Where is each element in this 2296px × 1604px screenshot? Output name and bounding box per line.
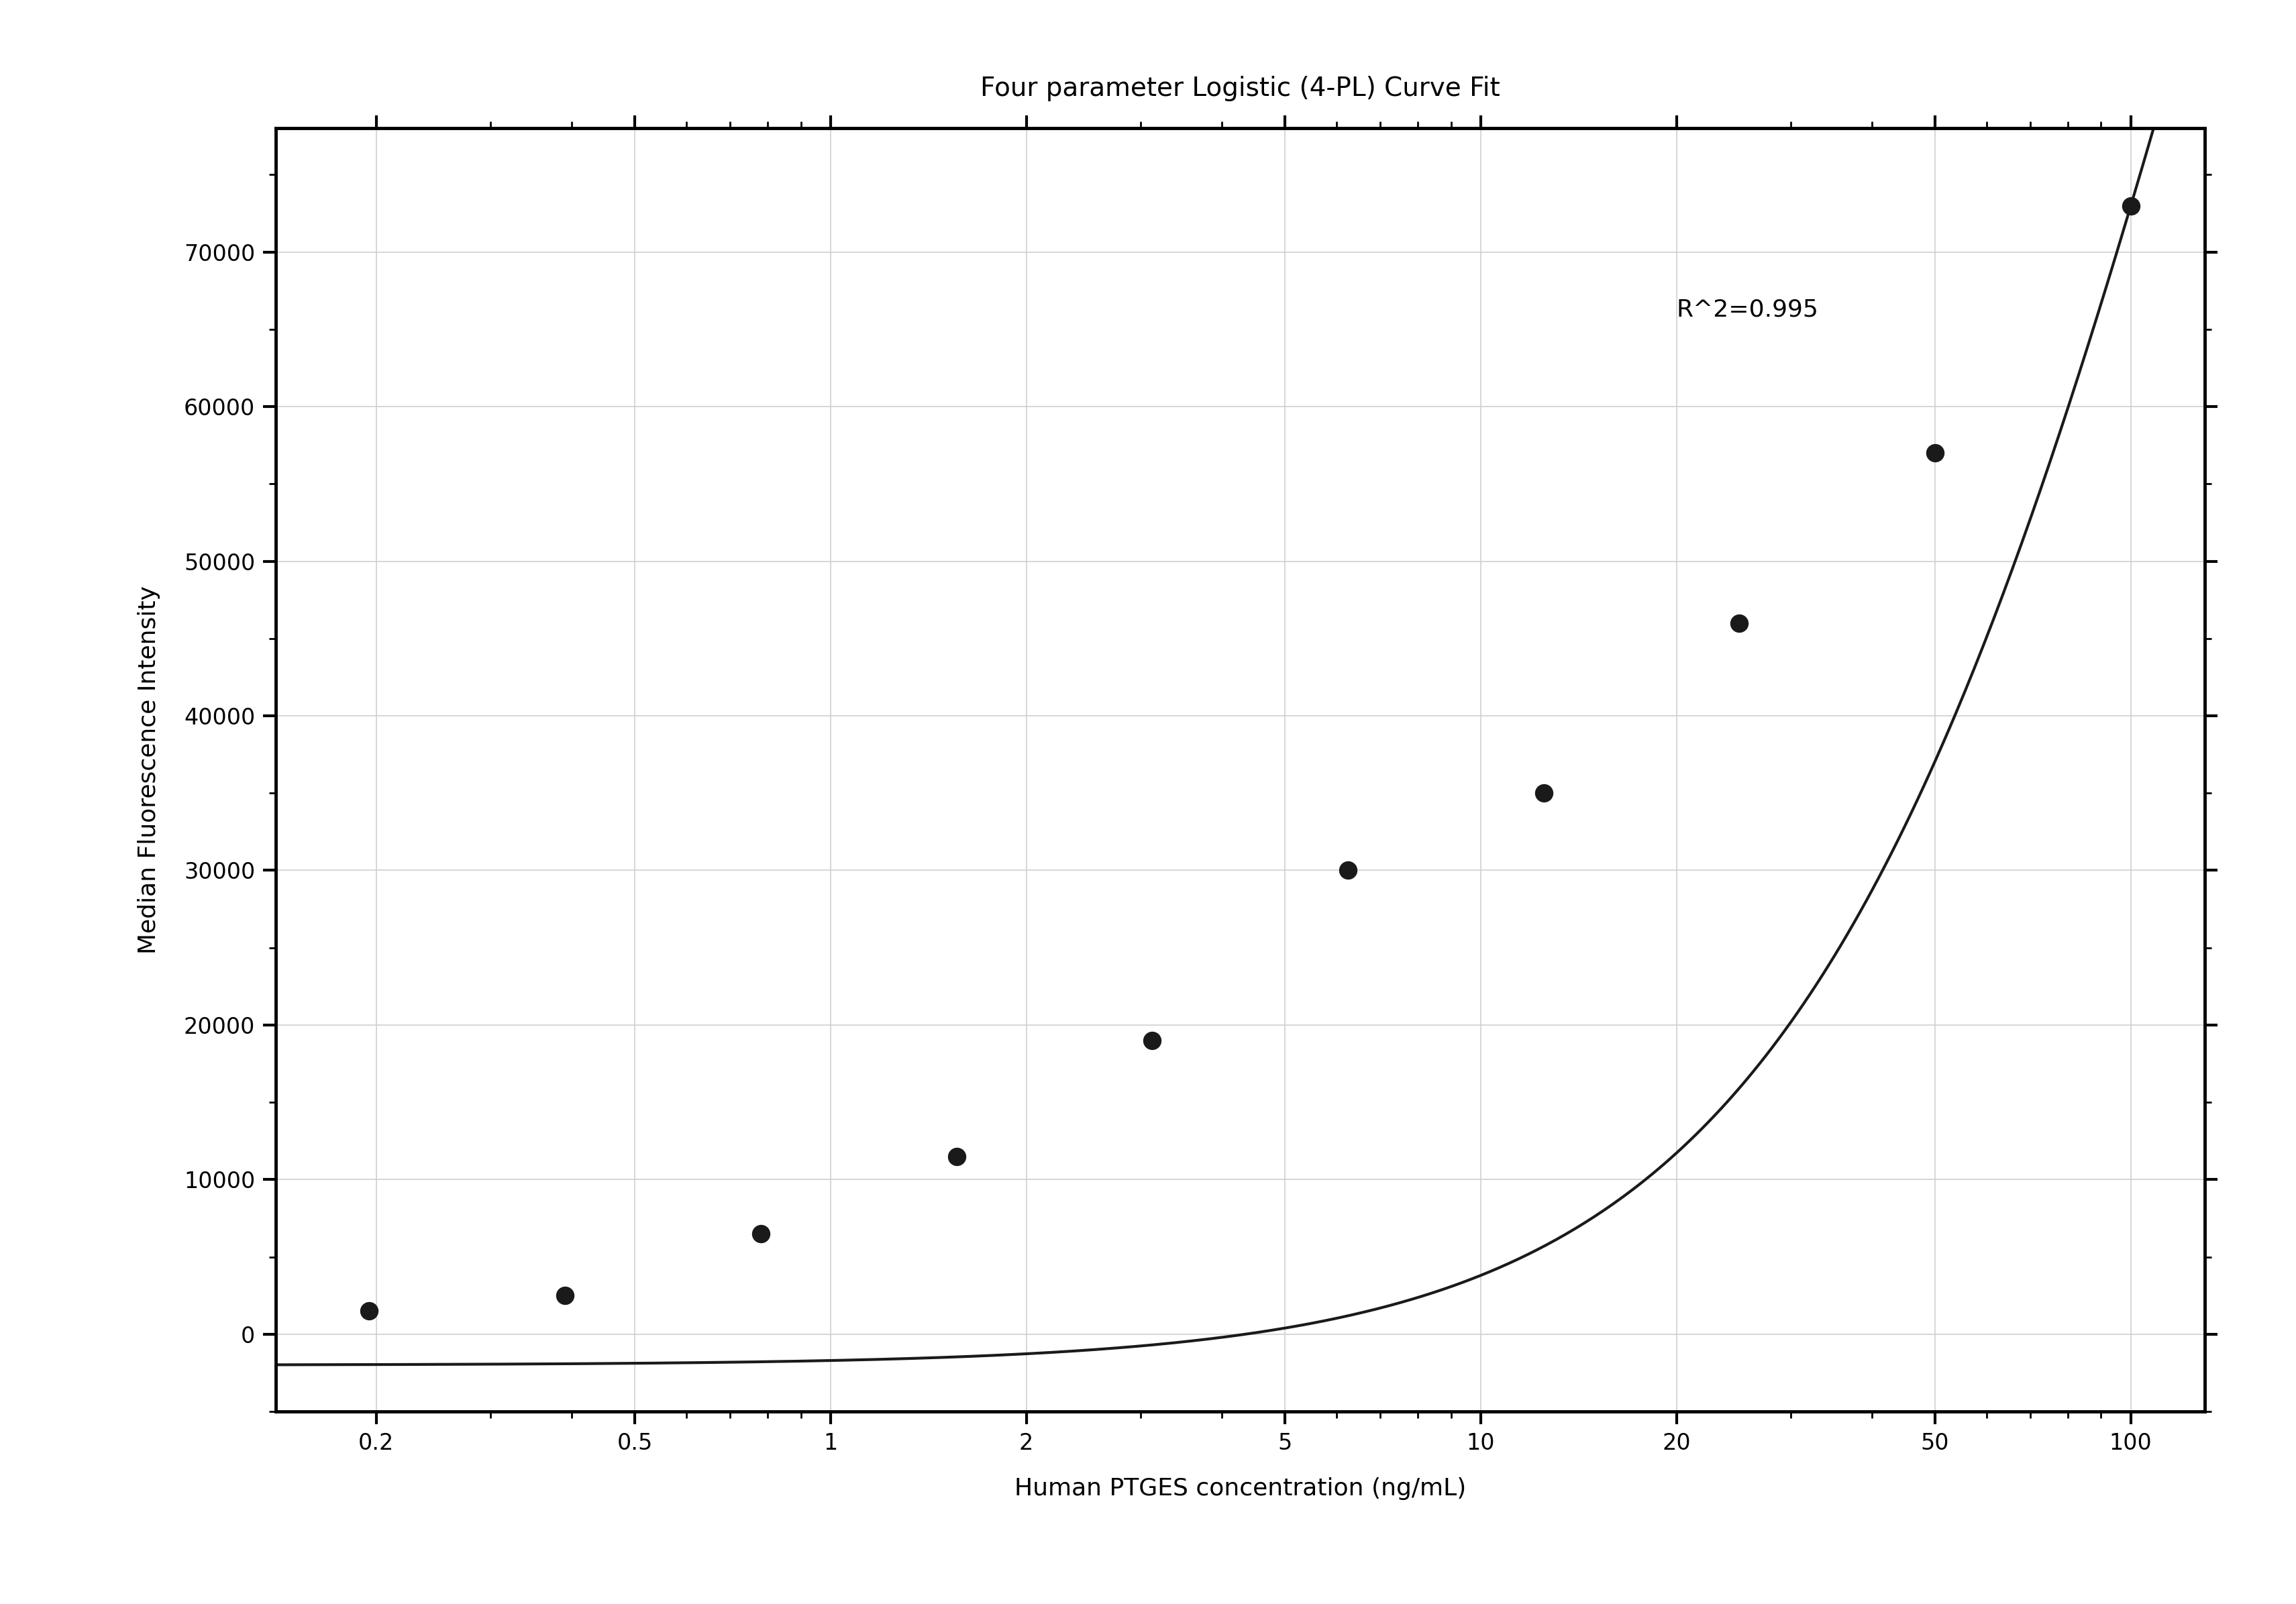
Point xyxy=(1134,1028,1171,1054)
Point xyxy=(1525,780,1561,805)
Point xyxy=(351,1298,388,1323)
Title: Four parameter Logistic (4-PL) Curve Fit: Four parameter Logistic (4-PL) Curve Fit xyxy=(980,75,1499,101)
Point xyxy=(1917,439,1954,465)
Point xyxy=(742,1221,778,1246)
Y-axis label: Median Fluorescence Intensity: Median Fluorescence Intensity xyxy=(138,585,161,954)
Point xyxy=(546,1283,583,1309)
X-axis label: Human PTGES concentration (ng/mL): Human PTGES concentration (ng/mL) xyxy=(1015,1477,1465,1500)
Text: R^2=0.995: R^2=0.995 xyxy=(1676,298,1818,321)
Point xyxy=(939,1144,976,1169)
Point xyxy=(1329,858,1366,884)
Point xyxy=(1720,610,1756,635)
Point xyxy=(2112,192,2149,218)
